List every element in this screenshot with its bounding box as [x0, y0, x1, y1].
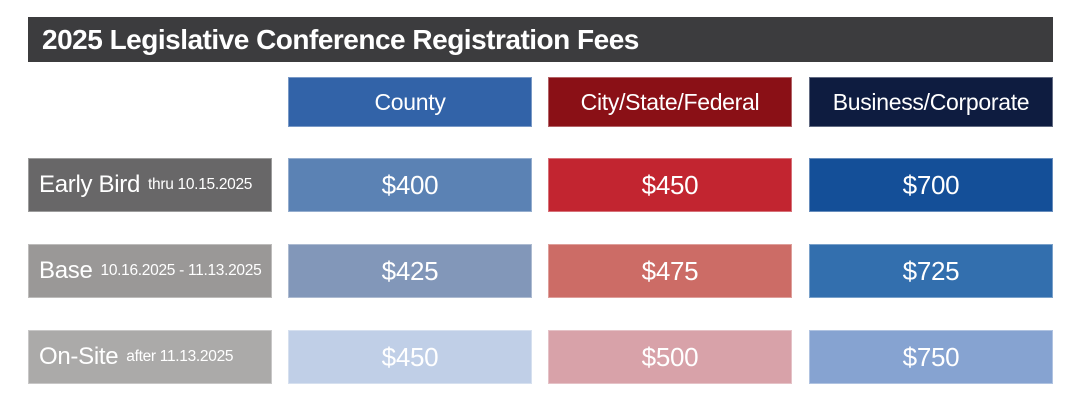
fee-cell-base-county: $425	[288, 244, 532, 298]
fee-value: $750	[902, 341, 960, 372]
fee-value: $475	[641, 255, 699, 286]
fee-cell-base-business-corporate: $725	[809, 244, 1053, 298]
fee-cell-early-bird-county: $400	[288, 158, 532, 212]
fee-value: $450	[381, 341, 439, 372]
fee-value: $700	[902, 169, 960, 200]
column-header-city-state-federal: City/State/Federal	[548, 77, 792, 127]
column-header-business-corporate: Business/Corporate	[809, 77, 1053, 127]
tier-period: 10.16.2025 - 11.13.2025	[100, 262, 262, 279]
fee-value: $400	[381, 169, 439, 200]
tier-name: Early Bird	[39, 171, 141, 198]
fee-value: $500	[641, 341, 699, 372]
row-label-early-bird: Early Bird thru 10.15.2025	[28, 158, 272, 212]
title-bar: 2025 Legislative Conference Registration…	[28, 17, 1053, 62]
tier-period: after 11.13.2025	[126, 348, 234, 365]
fee-value: $425	[381, 255, 439, 286]
fee-cell-early-bird-city-state-federal: $450	[548, 158, 792, 212]
row-label-on-site: On-Site after 11.13.2025	[28, 330, 272, 384]
tier-name: On-Site	[39, 343, 119, 370]
column-header-label: City/State/Federal	[580, 88, 760, 115]
fee-cell-base-city-state-federal: $475	[548, 244, 792, 298]
fee-value: $725	[902, 255, 960, 286]
row-label-base: Base 10.16.2025 - 11.13.2025	[28, 244, 272, 298]
fee-cell-on-site-county: $450	[288, 330, 532, 384]
page-title: 2025 Legislative Conference Registration…	[42, 23, 639, 55]
column-header-label: County	[374, 88, 446, 115]
fee-cell-on-site-business-corporate: $750	[809, 330, 1053, 384]
tier-period: thru 10.15.2025	[148, 176, 253, 193]
tier-name: Base	[39, 257, 93, 284]
fee-cell-early-bird-business-corporate: $700	[809, 158, 1053, 212]
fee-cell-on-site-city-state-federal: $500	[548, 330, 792, 384]
column-header-county: County	[288, 77, 532, 127]
column-header-label: Business/Corporate	[832, 88, 1030, 115]
fee-value: $450	[641, 169, 699, 200]
